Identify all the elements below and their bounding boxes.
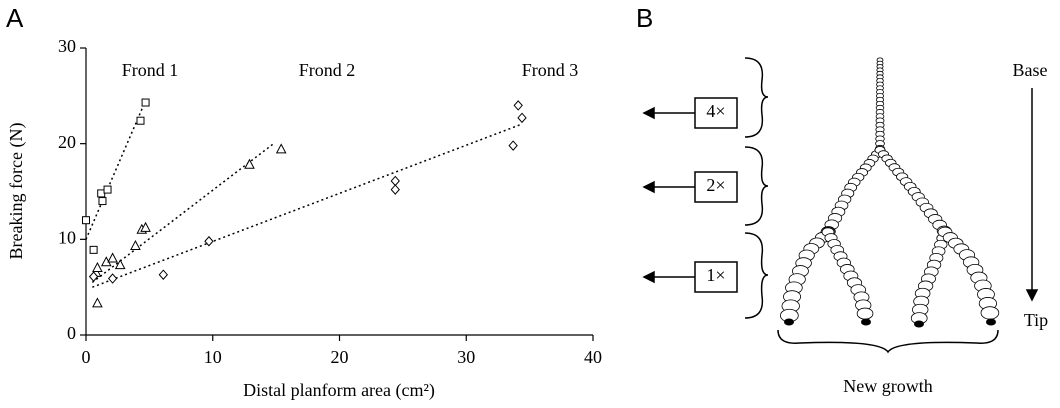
tip-dot bbox=[914, 320, 924, 328]
data-point bbox=[107, 252, 118, 263]
data-point bbox=[92, 297, 103, 308]
base-label: Base bbox=[1013, 60, 1048, 80]
brace bbox=[744, 57, 769, 138]
y-tick-label: 10 bbox=[58, 227, 76, 247]
tip-dot bbox=[861, 318, 871, 326]
tip-dot bbox=[784, 318, 794, 326]
trend-line bbox=[91, 143, 275, 283]
data-point bbox=[98, 197, 107, 206]
data-point bbox=[513, 100, 523, 111]
tip-dot bbox=[986, 318, 996, 326]
data-point bbox=[244, 158, 255, 169]
data-point bbox=[82, 216, 90, 225]
series-label: Frond 2 bbox=[299, 60, 356, 80]
bottom-label: New growth bbox=[843, 376, 932, 396]
data-point bbox=[158, 269, 168, 280]
multiplier-box bbox=[694, 171, 738, 203]
x-tick-label: 20 bbox=[331, 347, 349, 367]
data-point bbox=[508, 140, 518, 151]
tip-label: Tip bbox=[1024, 310, 1048, 330]
arrow-head bbox=[642, 270, 655, 284]
brace bbox=[744, 146, 769, 226]
y-tick-label: 30 bbox=[58, 36, 76, 56]
y-tick-label: 20 bbox=[58, 132, 76, 152]
frond-segment bbox=[856, 307, 874, 320]
brace bbox=[777, 329, 999, 354]
data-point bbox=[140, 221, 151, 232]
data-point bbox=[275, 143, 287, 154]
multipliers: 4× 2× 1× bbox=[642, 97, 738, 293]
data-point bbox=[141, 98, 150, 107]
data-point bbox=[114, 259, 126, 270]
data-point bbox=[107, 273, 118, 284]
data-point bbox=[92, 261, 103, 273]
multiplier-box bbox=[694, 261, 738, 293]
arrow-head bbox=[1025, 289, 1039, 302]
data-point bbox=[103, 185, 112, 194]
data-point bbox=[390, 175, 400, 187]
y-tick-label: 0 bbox=[67, 323, 76, 343]
series-label: Frond 3 bbox=[522, 60, 579, 80]
arrow-head bbox=[642, 106, 655, 120]
trend-line bbox=[92, 123, 522, 288]
x-tick-label: 10 bbox=[204, 347, 222, 367]
diagram: Base Tip New growth 4× 2× 1× bbox=[642, 57, 1048, 396]
x-axis-label: Distal planform area (cm²) bbox=[243, 380, 435, 401]
series-label: Frond 1 bbox=[122, 60, 179, 80]
data-point bbox=[517, 112, 527, 124]
panel-label: A bbox=[6, 3, 24, 33]
panel-label: B bbox=[636, 3, 653, 33]
brace bbox=[744, 232, 769, 319]
data-point bbox=[136, 116, 145, 125]
y-axis-label: Breaking force (N) bbox=[6, 123, 27, 260]
multiplier-box bbox=[694, 97, 738, 129]
trend-line bbox=[85, 100, 147, 240]
frond-drawing bbox=[780, 57, 1000, 328]
frond-segment bbox=[980, 306, 1000, 320]
x-tick-label: 40 bbox=[584, 347, 602, 367]
multiplier-label: 4× bbox=[706, 101, 725, 121]
data-point bbox=[390, 184, 400, 195]
data-point bbox=[130, 239, 141, 251]
x-tick-label: 30 bbox=[457, 347, 475, 367]
arrow-head bbox=[642, 180, 655, 194]
data-point bbox=[89, 245, 98, 254]
x-tick-label: 0 bbox=[82, 347, 91, 367]
multiplier-label: 1× bbox=[706, 265, 725, 285]
data-point bbox=[88, 271, 99, 282]
data-point bbox=[204, 235, 214, 247]
multiplier-label: 2× bbox=[706, 175, 725, 195]
